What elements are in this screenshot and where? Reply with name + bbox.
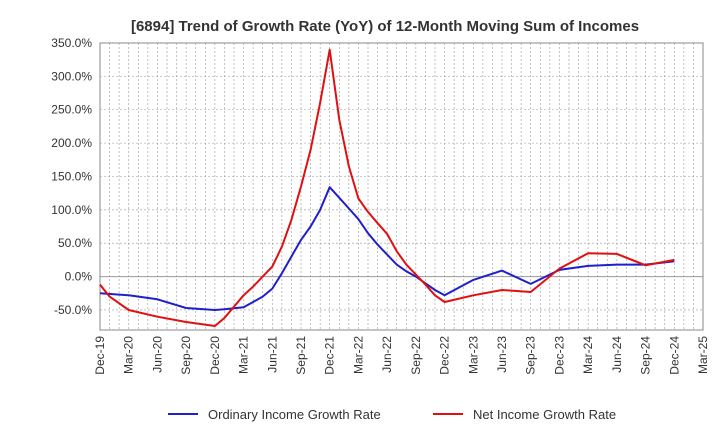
x-tick-label: Dec-23 — [552, 336, 566, 375]
x-axis-ticks: Dec-19 Mar-20 Jun-20 Sep-20 Dec-20 Mar-21 Jun-… — [93, 336, 710, 375]
y-tick-label: 50.0% — [58, 236, 92, 250]
y-tick-label: 200.0% — [51, 136, 92, 150]
x-tick-label: Mar-22 — [351, 336, 365, 374]
grid — [100, 42, 703, 330]
x-tick-label: Jun-21 — [265, 336, 279, 373]
x-tick-label: Jun-23 — [495, 336, 509, 373]
y-tick-label: 250.0% — [51, 103, 92, 117]
legend-label: Net Income Growth Rate — [473, 407, 616, 422]
x-tick-label: Mar-20 — [122, 336, 136, 374]
plot-area — [99, 42, 704, 331]
chart-title: [6894] Trend of Growth Rate (YoY) of 12-… — [131, 18, 639, 35]
y-tick-label: 300.0% — [51, 69, 92, 83]
x-tick-label: Dec-19 — [93, 336, 107, 375]
y-tick-label: 100.0% — [51, 203, 92, 217]
x-tick-label: Sep-24 — [639, 336, 653, 375]
legend: Ordinary Income Growth Rate Net Income Gr… — [168, 407, 616, 422]
x-tick-label: Dec-24 — [667, 336, 681, 375]
y-axis-ticks: 350.0% 300.0% 250.0% 200.0% 150.0% 100.0% 50.0… — [51, 36, 92, 317]
x-tick-label: Mar-21 — [237, 336, 251, 374]
y-tick-label: 350.0% — [51, 36, 92, 50]
y-tick-label: 150.0% — [51, 169, 92, 183]
x-tick-label: Jun-22 — [380, 336, 394, 373]
x-tick-label: Dec-21 — [323, 336, 337, 375]
x-tick-label: Mar-24 — [581, 336, 595, 374]
series-lines — [99, 48, 675, 327]
series-line-net-income — [99, 48, 675, 327]
x-tick-label: Mar-23 — [466, 336, 480, 374]
x-tick-label: Dec-22 — [438, 336, 452, 375]
x-tick-label: Jun-24 — [610, 336, 624, 373]
x-tick-label: Sep-21 — [294, 336, 308, 375]
x-tick-label: Mar-25 — [696, 336, 710, 374]
x-tick-label: Dec-20 — [208, 336, 222, 375]
series-line-ordinary-income — [99, 186, 675, 311]
y-tick-label: 0.0% — [65, 270, 93, 284]
x-tick-label: Sep-23 — [524, 336, 538, 375]
x-tick-label: Sep-20 — [179, 336, 193, 375]
y-tick-label: -50.0% — [54, 303, 92, 317]
x-tick-label: Jun-20 — [150, 336, 164, 373]
x-tick-label: Sep-22 — [409, 336, 423, 375]
legend-label: Ordinary Income Growth Rate — [208, 407, 381, 422]
